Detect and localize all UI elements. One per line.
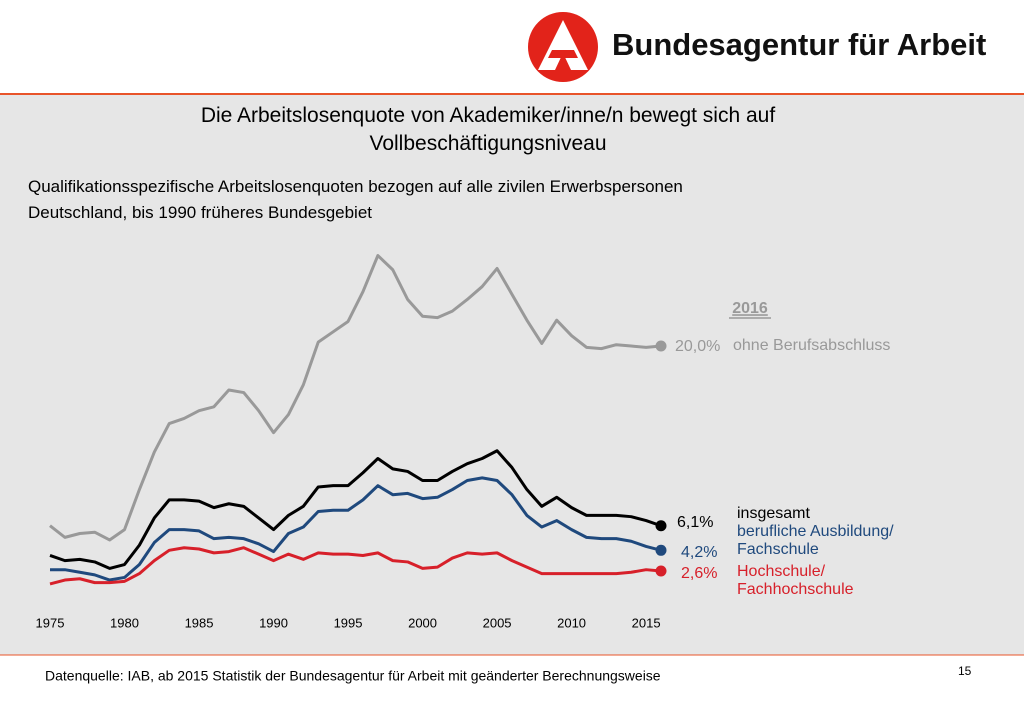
value-label: 20,0%: [675, 338, 720, 355]
value-label: 2,6%: [681, 565, 717, 582]
chart-subtitle: Qualifikationsspezifische Arbeitslosenqu…: [28, 177, 683, 222]
legend-entry: berufliche Ausbildung/ Fachschule: [737, 523, 894, 558]
x-tick-label: 2015: [632, 615, 661, 630]
end-dot: [655, 520, 667, 532]
line: [49, 254, 662, 542]
line: [50, 476, 662, 582]
x-tick-label: 1985: [185, 615, 214, 630]
x-tick-label: 1990: [259, 615, 288, 630]
x-tick-label: 1980: [110, 615, 139, 630]
x-tick-label: 2010: [557, 615, 586, 630]
end-dot: [655, 565, 667, 577]
value-label: 6,1%: [677, 514, 713, 531]
legend-entry: Hochschule/ Fachhochschule: [737, 563, 854, 598]
value-label: 4,2%: [681, 544, 717, 561]
page-number: 15: [958, 664, 972, 678]
end-dot: [655, 340, 667, 352]
annotation: 2016: [732, 300, 768, 317]
brand: Bundesagentur für Arbeit: [612, 27, 986, 62]
logo: [528, 12, 598, 82]
x-tick-label: 1995: [334, 615, 363, 630]
legend-entry: ohne Berufsabschluss: [733, 337, 891, 354]
source: Datenquelle: IAB, ab 2015 Statistik der …: [45, 668, 661, 684]
line: [49, 449, 662, 570]
end-dot: [655, 544, 667, 556]
x-tick-label: 2000: [408, 615, 437, 630]
x-tick-label: 1975: [36, 615, 65, 630]
x-tick-label: 2005: [483, 615, 512, 630]
line: [49, 546, 662, 586]
chart-title: Die Arbeitslosenquote von Akademiker/inn…: [200, 104, 776, 155]
legend-entry: insgesamt: [737, 505, 810, 522]
